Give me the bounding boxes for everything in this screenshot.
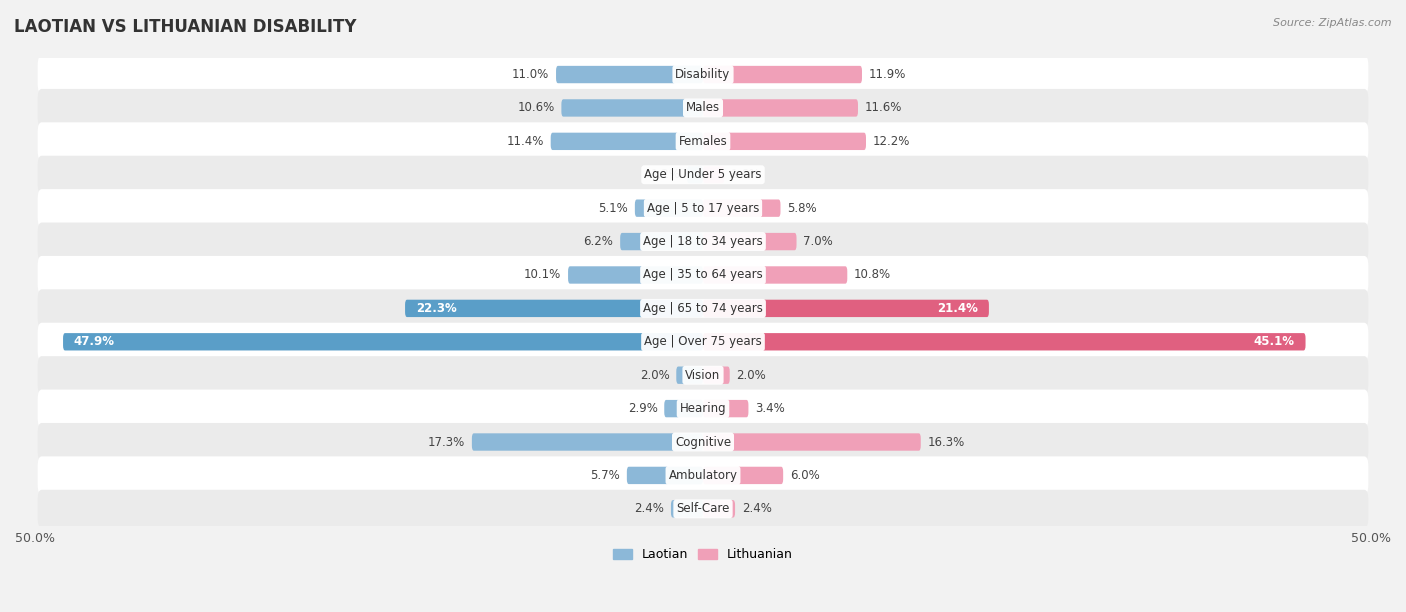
FancyBboxPatch shape: [620, 233, 703, 250]
FancyBboxPatch shape: [38, 256, 1368, 294]
FancyBboxPatch shape: [664, 400, 703, 417]
FancyBboxPatch shape: [38, 289, 1368, 327]
FancyBboxPatch shape: [636, 200, 703, 217]
Text: 2.0%: 2.0%: [737, 368, 766, 382]
Text: 6.0%: 6.0%: [790, 469, 820, 482]
FancyBboxPatch shape: [555, 66, 703, 83]
Text: 2.9%: 2.9%: [627, 402, 658, 415]
FancyBboxPatch shape: [38, 56, 1368, 94]
Text: 22.3%: 22.3%: [416, 302, 457, 315]
Text: 11.4%: 11.4%: [506, 135, 544, 148]
Text: 2.0%: 2.0%: [640, 368, 669, 382]
Text: 12.2%: 12.2%: [873, 135, 910, 148]
FancyBboxPatch shape: [703, 200, 780, 217]
FancyBboxPatch shape: [627, 467, 703, 484]
Text: 21.4%: 21.4%: [938, 302, 979, 315]
Text: 6.2%: 6.2%: [583, 235, 613, 248]
Text: 7.0%: 7.0%: [803, 235, 832, 248]
Text: Age | Over 75 years: Age | Over 75 years: [644, 335, 762, 348]
Text: 11.9%: 11.9%: [869, 68, 905, 81]
Text: 47.9%: 47.9%: [73, 335, 115, 348]
FancyBboxPatch shape: [703, 99, 858, 117]
Text: 5.8%: 5.8%: [787, 202, 817, 215]
Text: 10.6%: 10.6%: [517, 102, 555, 114]
FancyBboxPatch shape: [38, 423, 1368, 461]
FancyBboxPatch shape: [688, 166, 703, 184]
FancyBboxPatch shape: [63, 333, 703, 351]
Text: 2.4%: 2.4%: [742, 502, 772, 515]
FancyBboxPatch shape: [405, 300, 703, 317]
FancyBboxPatch shape: [472, 433, 703, 450]
FancyBboxPatch shape: [703, 133, 866, 150]
FancyBboxPatch shape: [676, 367, 703, 384]
Text: 5.7%: 5.7%: [591, 469, 620, 482]
Text: 17.3%: 17.3%: [427, 436, 465, 449]
Text: 11.0%: 11.0%: [512, 68, 550, 81]
FancyBboxPatch shape: [703, 433, 921, 450]
FancyBboxPatch shape: [703, 500, 735, 518]
Text: Males: Males: [686, 102, 720, 114]
FancyBboxPatch shape: [703, 467, 783, 484]
Text: Hearing: Hearing: [679, 402, 727, 415]
FancyBboxPatch shape: [38, 89, 1368, 127]
FancyBboxPatch shape: [703, 400, 748, 417]
FancyBboxPatch shape: [703, 66, 862, 83]
FancyBboxPatch shape: [561, 99, 703, 117]
FancyBboxPatch shape: [38, 490, 1368, 528]
FancyBboxPatch shape: [38, 457, 1368, 494]
Text: 5.1%: 5.1%: [599, 202, 628, 215]
FancyBboxPatch shape: [671, 500, 703, 518]
Text: 11.6%: 11.6%: [865, 102, 903, 114]
FancyBboxPatch shape: [703, 367, 730, 384]
FancyBboxPatch shape: [703, 300, 988, 317]
FancyBboxPatch shape: [703, 166, 724, 184]
Text: Vision: Vision: [685, 368, 721, 382]
Legend: Laotian, Lithuanian: Laotian, Lithuanian: [609, 543, 797, 566]
Text: 45.1%: 45.1%: [1254, 335, 1295, 348]
Text: Disability: Disability: [675, 68, 731, 81]
Text: Age | 18 to 34 years: Age | 18 to 34 years: [643, 235, 763, 248]
FancyBboxPatch shape: [38, 122, 1368, 160]
Text: Females: Females: [679, 135, 727, 148]
Text: Ambulatory: Ambulatory: [668, 469, 738, 482]
FancyBboxPatch shape: [568, 266, 703, 284]
Text: LAOTIAN VS LITHUANIAN DISABILITY: LAOTIAN VS LITHUANIAN DISABILITY: [14, 18, 357, 36]
Text: Source: ZipAtlas.com: Source: ZipAtlas.com: [1274, 18, 1392, 28]
FancyBboxPatch shape: [703, 266, 848, 284]
FancyBboxPatch shape: [38, 155, 1368, 194]
Text: 2.4%: 2.4%: [634, 502, 664, 515]
Text: Cognitive: Cognitive: [675, 436, 731, 449]
FancyBboxPatch shape: [38, 390, 1368, 428]
Text: Age | 5 to 17 years: Age | 5 to 17 years: [647, 202, 759, 215]
FancyBboxPatch shape: [38, 323, 1368, 361]
FancyBboxPatch shape: [703, 333, 1306, 351]
FancyBboxPatch shape: [38, 189, 1368, 227]
Text: Self-Care: Self-Care: [676, 502, 730, 515]
Text: 10.8%: 10.8%: [853, 269, 891, 282]
Text: 3.4%: 3.4%: [755, 402, 785, 415]
Text: Age | 65 to 74 years: Age | 65 to 74 years: [643, 302, 763, 315]
Text: 10.1%: 10.1%: [524, 269, 561, 282]
Text: 1.2%: 1.2%: [651, 168, 681, 181]
Text: Age | 35 to 64 years: Age | 35 to 64 years: [643, 269, 763, 282]
Text: Age | Under 5 years: Age | Under 5 years: [644, 168, 762, 181]
FancyBboxPatch shape: [551, 133, 703, 150]
Text: 1.6%: 1.6%: [731, 168, 761, 181]
FancyBboxPatch shape: [703, 233, 797, 250]
FancyBboxPatch shape: [38, 356, 1368, 394]
Text: 16.3%: 16.3%: [928, 436, 965, 449]
FancyBboxPatch shape: [38, 223, 1368, 261]
